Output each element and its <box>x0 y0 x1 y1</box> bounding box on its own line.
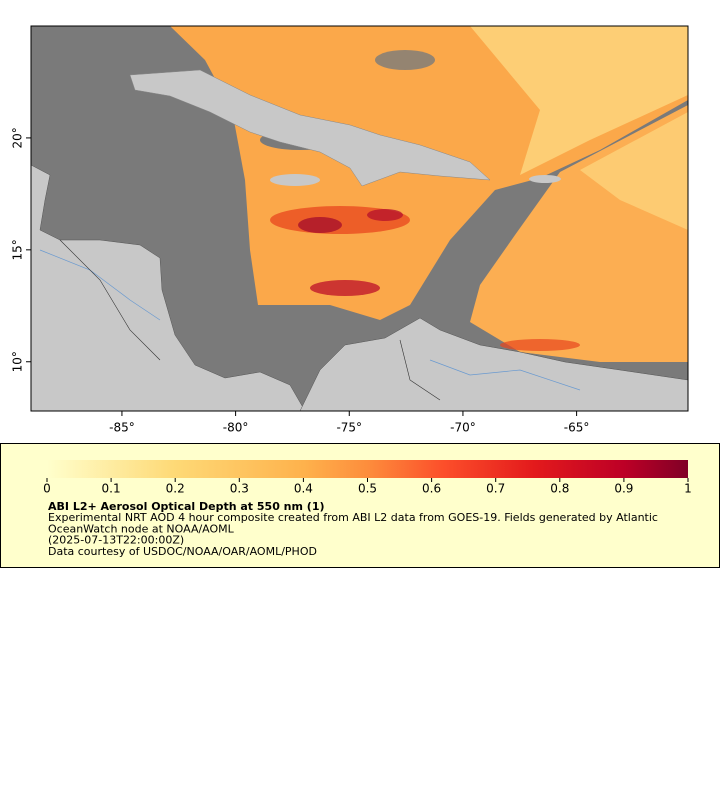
land-central-america <box>31 164 306 411</box>
colorbar-tick-label: 0.2 <box>166 482 185 496</box>
colorbar-tick-label: 0.7 <box>486 482 505 496</box>
high-aod-patch <box>500 339 580 351</box>
y-axis: 10° 15° 20° <box>11 127 31 372</box>
border <box>59 239 161 361</box>
legend-title: ABI L2+ Aerosol Optical Depth at 550 nm … <box>48 500 325 513</box>
map-frame <box>30 25 689 412</box>
y-tick-label: 10° <box>11 351 25 372</box>
map <box>31 26 688 411</box>
legend-line: Experimental NRT AOD 4 hour composite cr… <box>48 511 658 524</box>
colorbar-ticks: 0 0.1 0.2 0.3 0.4 0.5 0.6 0.7 0.8 0.9 1 <box>43 478 692 496</box>
colorbar-tick-label: 1 <box>684 482 692 496</box>
x-tick-label: -75° <box>336 421 362 435</box>
colorbar-tick-label: 0.5 <box>358 482 377 496</box>
x-tick-label: -80° <box>223 421 249 435</box>
river <box>39 249 161 321</box>
legend-line: (2025-07-13T22:00:00Z) <box>48 534 184 547</box>
x-tick-label: -85° <box>109 421 135 435</box>
colorbar-tick-label: 0.9 <box>614 482 633 496</box>
colorbar-tick-label: 0.1 <box>102 482 121 496</box>
colorbar <box>47 460 688 478</box>
y-tick-label: 15° <box>11 239 25 260</box>
colorbar-tick-label: 0.4 <box>294 482 313 496</box>
y-tick-label: 20° <box>11 127 25 148</box>
land-cuba <box>129 69 491 187</box>
high-aod-patch <box>367 209 403 221</box>
river <box>429 359 581 391</box>
x-tick-label: -65° <box>564 421 590 435</box>
legend-line: Data courtesy of USDOC/NOAA/OAR/AOML/PHO… <box>48 545 317 558</box>
aerosol-field-light <box>580 112 688 230</box>
colorbar-tick-label: 0.6 <box>422 482 441 496</box>
colorbar-tick-label: 0.3 <box>230 482 249 496</box>
land-jamaica <box>270 174 320 186</box>
land-south-america <box>299 317 688 411</box>
land-puerto-rico <box>529 175 561 183</box>
legend-line: OceanWatch node at NOAA/AOML <box>48 522 235 535</box>
no-data-patch <box>375 50 435 70</box>
high-aod-patch <box>310 280 380 296</box>
colorbar-tick-label: 0 <box>43 482 51 496</box>
x-axis: -85° -80° -75° -70° -65° <box>109 411 589 435</box>
border <box>399 339 441 401</box>
colorbar-tick-label: 0.8 <box>550 482 569 496</box>
aerosol-field-light <box>470 26 688 175</box>
high-aod-patch <box>298 217 342 233</box>
x-tick-label: -70° <box>450 421 476 435</box>
legend-text: Experimental NRT AOD 4 hour composite cr… <box>48 511 658 558</box>
